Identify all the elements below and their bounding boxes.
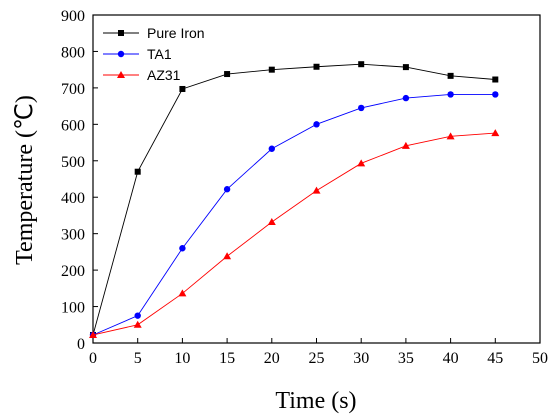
y-axis-ticks: 0 100 200 300 400 500 600 700 800 900 bbox=[61, 8, 98, 353]
legend-marker bbox=[118, 30, 124, 36]
legend-marker bbox=[117, 50, 125, 58]
data-point-pure-iron bbox=[224, 71, 231, 78]
data-point-pure-iron bbox=[313, 63, 320, 70]
y-tick-label: 0 bbox=[77, 336, 85, 353]
series-layer bbox=[89, 61, 500, 339]
data-point-ta1 bbox=[223, 186, 231, 193]
data-point-pure-iron bbox=[447, 72, 454, 79]
data-point-pure-iron bbox=[179, 85, 186, 92]
x-tick-label: 40 bbox=[443, 350, 459, 367]
data-point-ta1 bbox=[179, 245, 186, 252]
data-point-az31 bbox=[89, 330, 97, 338]
data-point-az31 bbox=[267, 218, 276, 226]
y-tick-label: 900 bbox=[61, 8, 85, 25]
x-tick-label: 45 bbox=[487, 350, 503, 367]
x-tick-label: 35 bbox=[398, 350, 414, 367]
y-tick-label: 300 bbox=[61, 227, 85, 244]
x-axis-title: Time (s) bbox=[275, 388, 356, 414]
legend: Pure Iron TA1 AZ31 bbox=[103, 25, 205, 83]
legend-item-ta1: TA1 bbox=[103, 46, 172, 62]
data-point-ta1 bbox=[447, 91, 454, 98]
legend-item-az31: AZ31 bbox=[103, 67, 181, 83]
data-point-pure-iron bbox=[402, 64, 409, 71]
series-az31 bbox=[89, 129, 500, 338]
data-point-pure-iron bbox=[358, 61, 365, 68]
y-tick-label: 200 bbox=[61, 263, 85, 280]
data-point-az31 bbox=[223, 252, 232, 260]
legend-item-pure-iron: Pure Iron bbox=[103, 25, 205, 41]
data-point-ta1 bbox=[492, 91, 499, 98]
data-point-az31 bbox=[133, 320, 142, 328]
y-tick-label: 400 bbox=[61, 190, 85, 207]
data-point-pure-iron bbox=[134, 168, 141, 175]
legend-marker bbox=[117, 71, 125, 78]
data-point-az31 bbox=[491, 129, 500, 137]
legend-label: AZ31 bbox=[147, 67, 181, 83]
data-point-ta1 bbox=[268, 145, 275, 152]
series-pure-iron bbox=[90, 61, 499, 338]
series-line-az31 bbox=[92, 132, 496, 336]
data-point-ta1 bbox=[134, 312, 141, 319]
data-point-ta1 bbox=[358, 104, 365, 112]
legend-label: TA1 bbox=[147, 46, 172, 62]
y-tick-label: 800 bbox=[61, 44, 85, 61]
data-point-az31 bbox=[446, 132, 455, 140]
x-tick-label: 50 bbox=[532, 350, 548, 367]
x-tick-label: 5 bbox=[134, 350, 142, 367]
x-tick-label: 25 bbox=[309, 350, 325, 367]
series-ta1 bbox=[89, 91, 499, 339]
y-tick-label: 500 bbox=[61, 154, 85, 171]
data-point-pure-iron bbox=[268, 66, 275, 73]
y-tick-label: 600 bbox=[61, 117, 85, 134]
x-tick-label: 15 bbox=[219, 350, 235, 367]
series-line-ta1 bbox=[92, 93, 496, 336]
x-tick-label: 20 bbox=[264, 350, 280, 367]
x-tick-label: 10 bbox=[174, 350, 190, 367]
data-point-ta1 bbox=[402, 94, 410, 102]
data-point-ta1 bbox=[313, 121, 320, 128]
x-axis-ticks: 0 5 10 15 20 25 30 35 40 45 50 bbox=[89, 338, 548, 367]
x-tick-label: 30 bbox=[353, 350, 369, 367]
data-point-az31 bbox=[178, 289, 187, 297]
data-point-pure-iron bbox=[492, 76, 499, 83]
y-tick-label: 700 bbox=[61, 81, 85, 98]
series-line-pure-iron bbox=[92, 63, 496, 336]
legend-label: Pure Iron bbox=[147, 25, 205, 41]
y-tick-label: 100 bbox=[61, 300, 85, 317]
data-point-az31 bbox=[357, 159, 366, 167]
y-axis-title: Temperature (℃) bbox=[12, 95, 38, 265]
data-point-az31 bbox=[312, 186, 321, 194]
x-tick-label: 0 bbox=[89, 350, 97, 367]
data-point-az31 bbox=[401, 141, 410, 149]
